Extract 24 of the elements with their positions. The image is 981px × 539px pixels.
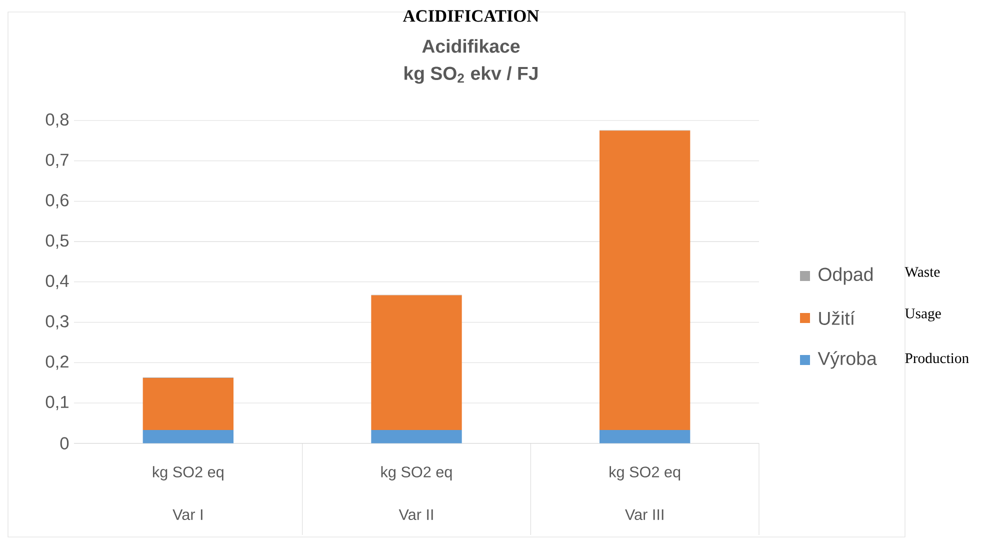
text: Production: [905, 352, 969, 364]
y-tick-label: 0: [60, 437, 69, 450]
y-tick-label: 0,8: [46, 113, 69, 128]
text: Waste: [904, 267, 940, 277]
y-tick-label: 0,2: [46, 355, 68, 370]
legend-label: Odpad: [818, 267, 873, 285]
text: Usage: [905, 308, 941, 322]
y-tick-label: 0,1: [46, 396, 68, 410]
x-tick-label: Var III: [625, 509, 664, 520]
text: kg SO2 eq: [610, 466, 680, 480]
chart-title: ACIDIFICATION: [402, 10, 539, 22]
legend-label: Výroba: [818, 351, 877, 369]
legend-label: Užití: [819, 311, 855, 325]
y-tick-label: 0,4: [46, 274, 69, 290]
y-tick-label: 0,3: [46, 315, 69, 330]
text: kg SO2 eq: [152, 466, 224, 480]
x-tick-label: Var II: [398, 509, 433, 520]
y-tick-label: 0,7: [46, 154, 68, 168]
y-tick-label: 0,5: [46, 234, 69, 249]
chart-subtitle: Acidifikace: [422, 39, 520, 53]
y-tick-label: 0,6: [46, 194, 69, 208]
text: kg SO$_{2}$ ekv / FJ: [404, 66, 538, 84]
text: kg SO2 eq: [381, 466, 452, 480]
x-tick-label: Var I: [172, 509, 202, 520]
